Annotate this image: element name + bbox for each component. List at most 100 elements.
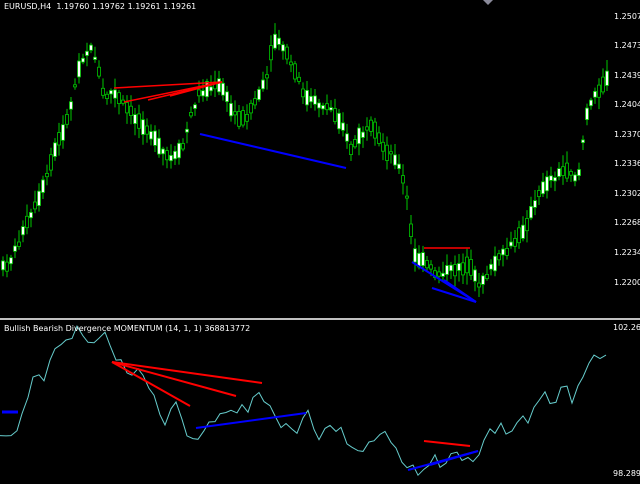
bearish-divergence-line bbox=[169, 81, 223, 97]
candle-body bbox=[73, 84, 77, 88]
candle-body bbox=[509, 241, 513, 247]
bearish-divergence-line bbox=[113, 81, 223, 89]
candle-body bbox=[157, 137, 161, 155]
candle-body bbox=[313, 95, 317, 105]
bearish-divergence-line bbox=[423, 440, 471, 447]
candle-body bbox=[601, 76, 605, 93]
candle-body bbox=[413, 248, 417, 263]
bullish-divergence-line bbox=[199, 133, 347, 169]
candle-body bbox=[525, 218, 529, 232]
candle-body bbox=[437, 271, 441, 277]
candle-body bbox=[537, 190, 541, 197]
candle-body bbox=[217, 78, 221, 93]
bearish-divergence-line bbox=[111, 361, 263, 384]
price-axis-label: 1.22000 bbox=[614, 278, 640, 287]
candle-body bbox=[485, 273, 489, 279]
candle-body bbox=[253, 98, 257, 106]
candle-body bbox=[341, 122, 345, 131]
candle-body bbox=[193, 104, 197, 109]
bullish-divergence-line bbox=[431, 287, 477, 303]
candle-body bbox=[557, 168, 561, 177]
candle-body bbox=[545, 176, 549, 192]
candle-body bbox=[457, 263, 461, 271]
indicator-axis-top-label: 102.2619 bbox=[613, 323, 640, 332]
candle-body bbox=[465, 256, 469, 274]
candle-body bbox=[177, 142, 181, 159]
candle-body bbox=[321, 105, 325, 110]
indicator-header: Bullish Bearish Divergence MOMENTUM (14,… bbox=[4, 324, 251, 333]
candle-body bbox=[305, 90, 309, 106]
candle-body bbox=[517, 227, 521, 244]
candle-body bbox=[585, 107, 589, 120]
candle-body bbox=[161, 148, 165, 155]
candle-body bbox=[397, 163, 401, 170]
price-axis: 1.25070 1.24730 1.24390 1.24040 1.23700 … bbox=[614, 12, 640, 287]
candle-body bbox=[261, 79, 265, 90]
price-axis-label: 1.25070 bbox=[614, 12, 640, 21]
candle-body bbox=[497, 253, 501, 261]
candle-body bbox=[429, 264, 433, 270]
bearish-divergence-line bbox=[111, 361, 191, 407]
candle-body bbox=[105, 93, 109, 100]
candle-body bbox=[13, 245, 17, 252]
candle-body bbox=[441, 272, 445, 277]
candle-body bbox=[493, 255, 497, 272]
price-axis-label: 1.22340 bbox=[614, 248, 640, 257]
candle-body bbox=[389, 151, 393, 155]
price-axis-label: 1.23020 bbox=[614, 189, 640, 198]
candle-body bbox=[513, 237, 517, 247]
candle-body bbox=[581, 139, 585, 143]
candle-body bbox=[21, 226, 25, 236]
candle-body bbox=[233, 111, 237, 116]
candle-body bbox=[533, 200, 537, 208]
candle-body bbox=[265, 74, 269, 79]
candle-body bbox=[549, 175, 553, 181]
candle-body bbox=[405, 195, 409, 199]
bullish-divergence-line bbox=[195, 412, 307, 429]
candle-body bbox=[81, 57, 85, 63]
candle-body bbox=[357, 127, 361, 145]
candle-body bbox=[393, 154, 397, 166]
candle-body bbox=[369, 119, 373, 132]
candle-body bbox=[197, 89, 201, 97]
candle-body bbox=[477, 282, 481, 288]
candle-body bbox=[365, 126, 369, 131]
candle-body bbox=[597, 84, 601, 98]
candle-body bbox=[269, 45, 273, 61]
candle-body bbox=[221, 82, 225, 96]
candle-body bbox=[377, 132, 381, 144]
candle-body bbox=[445, 265, 449, 275]
bullish-divergence-line bbox=[443, 279, 477, 303]
candle-body bbox=[153, 130, 157, 146]
candle-body bbox=[309, 95, 313, 103]
candle-body bbox=[165, 150, 169, 161]
symbol-header: EURUSD,H4 1.19760 1.19762 1.19261 1.1926… bbox=[4, 2, 196, 12]
candle-body bbox=[573, 174, 577, 182]
candlestick-series bbox=[1, 23, 609, 297]
candle-body bbox=[209, 86, 213, 92]
candle-body bbox=[553, 177, 557, 182]
candle-body bbox=[93, 56, 97, 60]
chart-shift-marker-icon[interactable] bbox=[483, 0, 493, 5]
candle-body bbox=[349, 143, 353, 156]
candle-body bbox=[249, 102, 253, 114]
candle-body bbox=[149, 131, 153, 140]
candle-body bbox=[1, 260, 5, 271]
candle-body bbox=[481, 275, 485, 285]
candle-body bbox=[569, 171, 573, 176]
candle-body bbox=[77, 60, 81, 78]
candle-body bbox=[169, 154, 173, 162]
bearish-divergence-line bbox=[111, 361, 237, 397]
candle-body bbox=[185, 128, 189, 133]
candle-body bbox=[561, 166, 565, 176]
candle-body bbox=[245, 114, 249, 122]
candle-body bbox=[593, 91, 597, 98]
candle-body bbox=[189, 112, 193, 117]
candle-body bbox=[565, 162, 569, 179]
candle-body bbox=[37, 190, 41, 206]
candle-body bbox=[97, 66, 101, 77]
candle-body bbox=[345, 133, 349, 142]
candle-body bbox=[529, 205, 533, 219]
